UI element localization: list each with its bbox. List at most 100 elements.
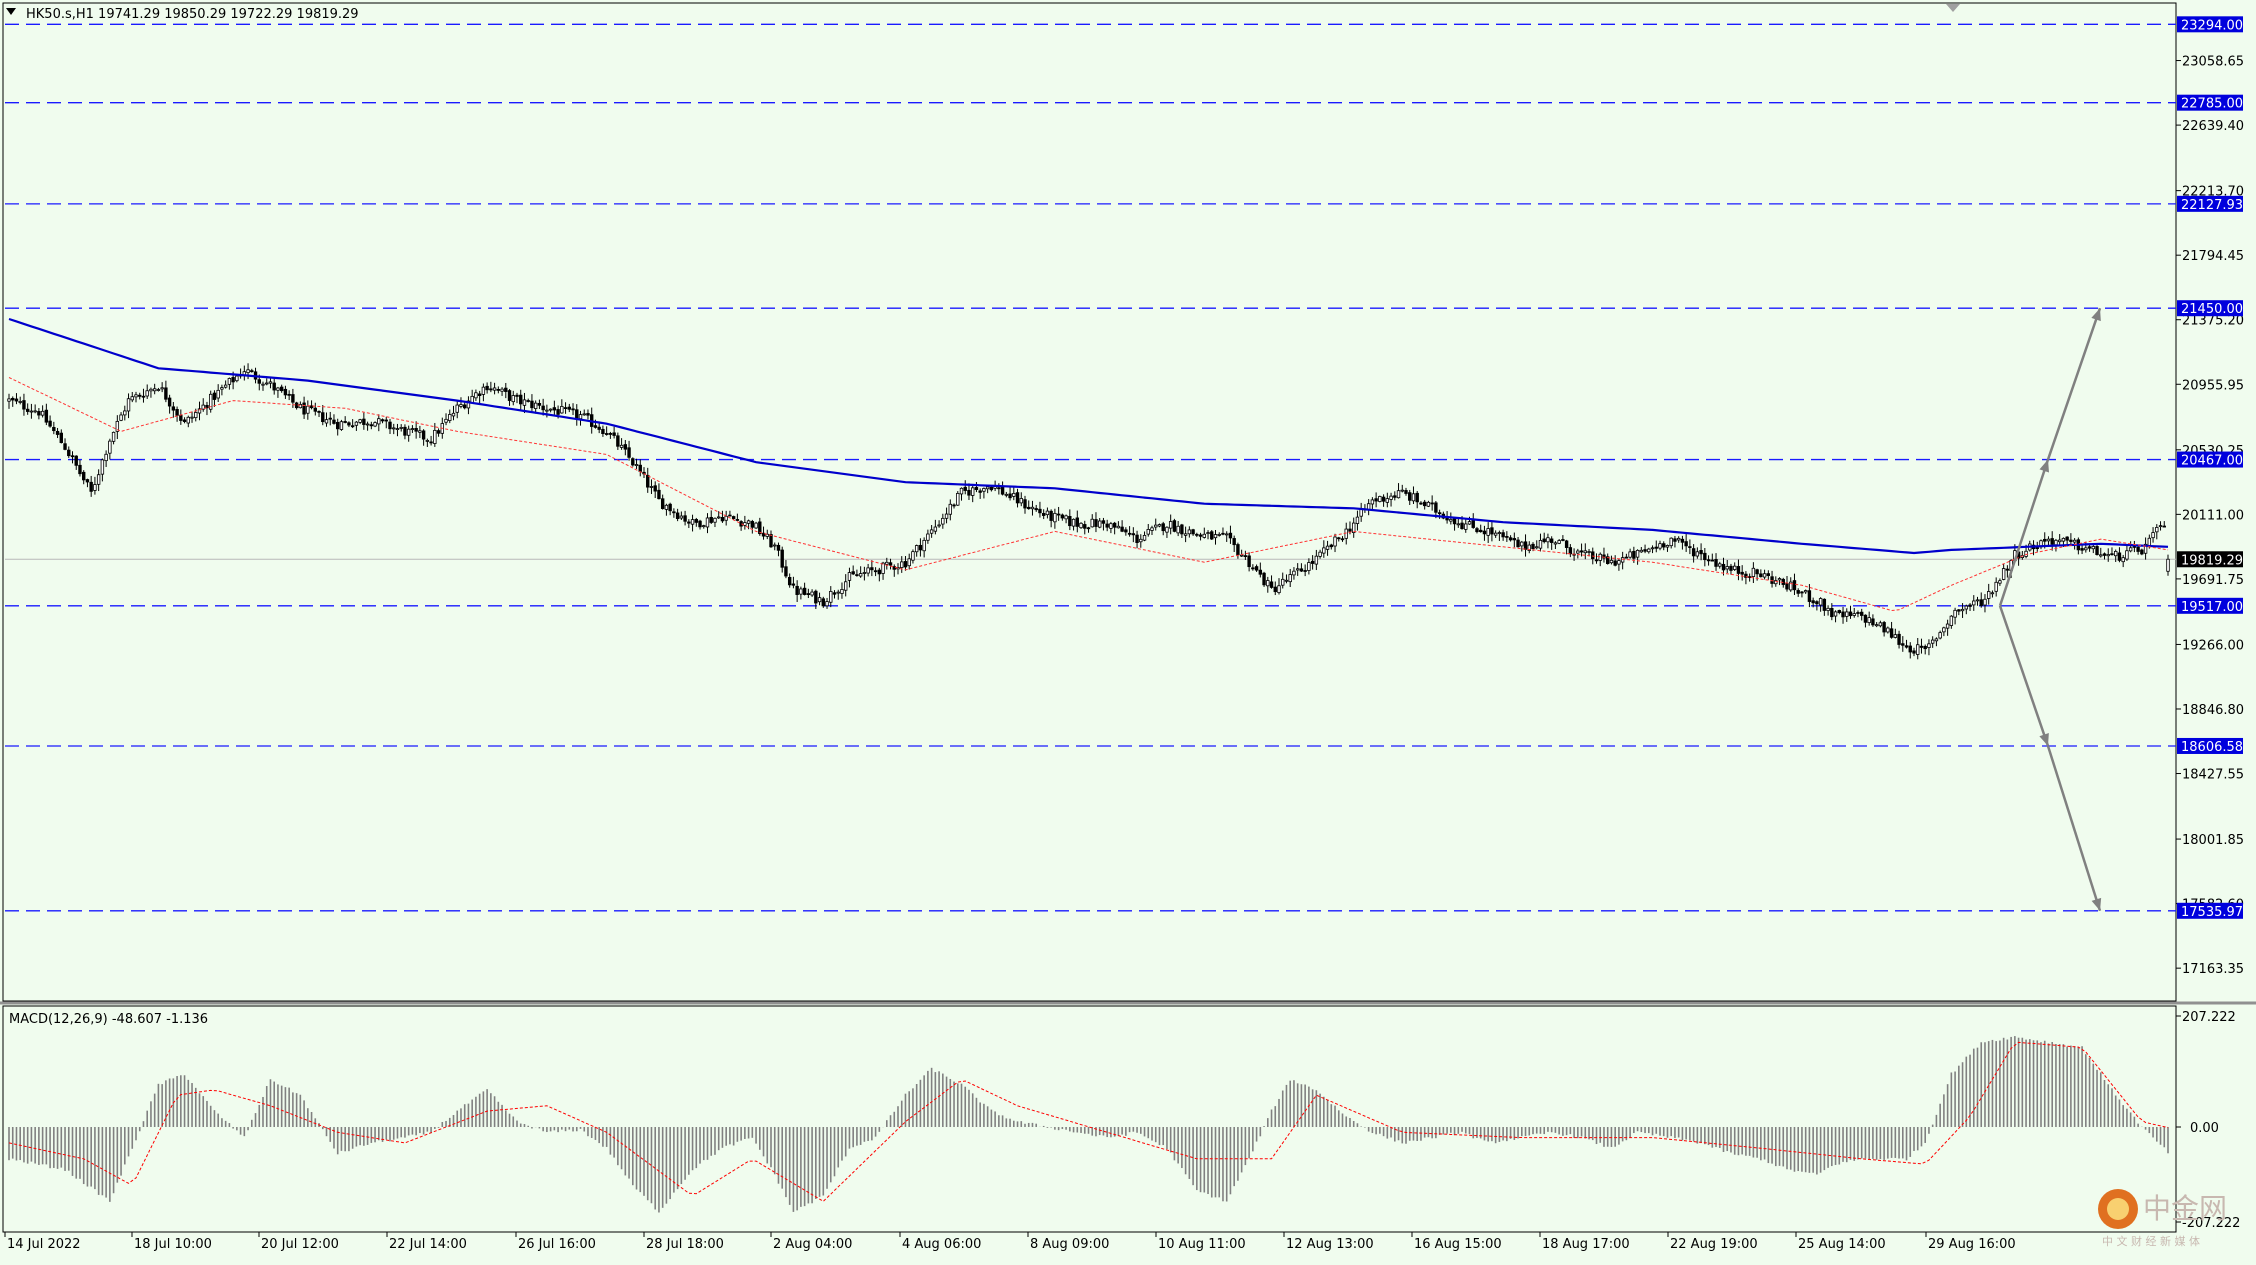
candle-bear xyxy=(291,394,295,403)
candle-bull xyxy=(1385,498,1390,503)
candle-bull xyxy=(194,412,198,419)
candle-bear xyxy=(1594,559,1599,562)
candle-bear xyxy=(1516,539,1520,548)
candle-bear xyxy=(507,390,512,401)
candle-bear xyxy=(489,388,493,391)
candle-bear xyxy=(1094,519,1098,527)
candle-bear xyxy=(1105,523,1109,528)
candle-bear xyxy=(1374,498,1378,502)
candle-bull xyxy=(582,413,586,416)
y-tick-label: 17163.35 xyxy=(2182,962,2244,977)
candle-bull xyxy=(1628,551,1632,558)
candle-bear xyxy=(608,433,613,435)
candle-bear xyxy=(2035,547,2039,549)
candle-bear xyxy=(1422,501,1427,507)
candle-bull xyxy=(1994,581,1998,592)
candle-bear xyxy=(321,412,325,423)
candle-bull xyxy=(160,387,164,390)
candle-bull xyxy=(982,488,986,492)
scenario-arrow-line xyxy=(1998,605,2050,747)
candle-bear xyxy=(182,419,187,422)
candle-bear xyxy=(806,593,811,595)
candle-bull xyxy=(1045,510,1050,516)
candle-bear xyxy=(414,428,418,432)
candle-bull xyxy=(1527,544,1531,551)
candle-bear xyxy=(1008,493,1012,499)
candle-bear xyxy=(855,574,859,577)
y-tick-label: 22639.40 xyxy=(2182,119,2244,134)
candle-bull xyxy=(96,474,101,485)
candle-bull xyxy=(2143,543,2148,554)
candle-bull xyxy=(1142,535,1147,541)
level-price-tag-label: 23294.00 xyxy=(2181,18,2243,33)
level-price-tag-bg xyxy=(2177,902,2243,919)
candle-bear xyxy=(1759,573,1763,578)
collapse-triangle-icon[interactable] xyxy=(6,8,16,15)
candle-bull xyxy=(1277,585,1281,594)
candle-bull xyxy=(985,486,990,490)
candle-bear xyxy=(2095,546,2099,555)
candle-bear xyxy=(1606,556,1610,564)
candle-bull xyxy=(33,410,37,413)
candle-bear xyxy=(1568,547,1573,555)
candle-bull xyxy=(847,572,852,581)
macd-signal-line xyxy=(8,1041,2169,1202)
candle-bull xyxy=(1751,567,1756,577)
candle-bull xyxy=(929,529,934,534)
candle-bull xyxy=(2106,554,2110,557)
candle-bull xyxy=(1725,566,1729,570)
candle-bear xyxy=(1049,510,1053,521)
level-price-tag: 22127.93 xyxy=(2177,195,2243,213)
candle-bull xyxy=(1400,489,1404,492)
candle-bear xyxy=(257,379,261,384)
candle-bull xyxy=(858,573,863,577)
level-price-tag: 18606.58 xyxy=(2177,737,2243,755)
candle-bear xyxy=(1000,486,1005,495)
candle-bull xyxy=(2072,539,2077,543)
candle-bull xyxy=(743,522,747,526)
candle-bear xyxy=(477,393,482,396)
candle-bull xyxy=(817,597,822,603)
candle-bull xyxy=(937,524,941,527)
candle-bull xyxy=(1318,551,1322,557)
candle-bear xyxy=(1348,528,1352,532)
candle-bull xyxy=(1497,532,1502,534)
candle-bear xyxy=(720,517,725,522)
watermark-subtext: 中 文 财 经 新 媒 体 xyxy=(2102,1234,2200,1248)
candle-bear xyxy=(552,407,557,411)
candle-bull xyxy=(900,561,904,568)
candle-bear xyxy=(1531,543,1535,550)
candle-bear xyxy=(1482,530,1487,535)
candle-bull xyxy=(246,369,250,374)
candle-bull xyxy=(111,431,116,442)
x-tick-label: 18 Jul 10:00 xyxy=(134,1237,212,1252)
candle-bull xyxy=(1867,617,1871,624)
candle-bear xyxy=(1124,529,1128,533)
candle-bear xyxy=(179,414,183,421)
candle-bull xyxy=(1090,518,1094,528)
scroll-marker-icon[interactable] xyxy=(1946,4,1960,12)
candle-bull xyxy=(1012,492,1016,497)
candle-bear xyxy=(332,419,336,424)
candle-bear xyxy=(1254,566,1259,571)
candle-bear xyxy=(231,377,235,383)
candle-bear xyxy=(1303,570,1307,572)
candle-bull xyxy=(679,515,684,519)
candle-bear xyxy=(1083,524,1087,529)
candle-bear xyxy=(735,519,740,521)
level-price-tag-label: 21450.00 xyxy=(2181,302,2243,317)
candle-bear xyxy=(1897,633,1901,645)
candle-bear xyxy=(1957,609,1961,612)
candle-bull xyxy=(1176,525,1180,534)
candle-bull xyxy=(1322,547,1326,554)
candle-bull xyxy=(560,406,564,414)
candle-bull xyxy=(119,414,123,421)
candle-bear xyxy=(870,567,874,571)
candle-bull xyxy=(1314,555,1319,565)
candle-bull xyxy=(1930,639,1935,644)
candle-bull xyxy=(1344,528,1348,539)
macd-y-tick-label: -207.222 xyxy=(2182,1216,2240,1231)
candle-bear xyxy=(660,498,665,509)
candle-bear xyxy=(1210,531,1214,540)
